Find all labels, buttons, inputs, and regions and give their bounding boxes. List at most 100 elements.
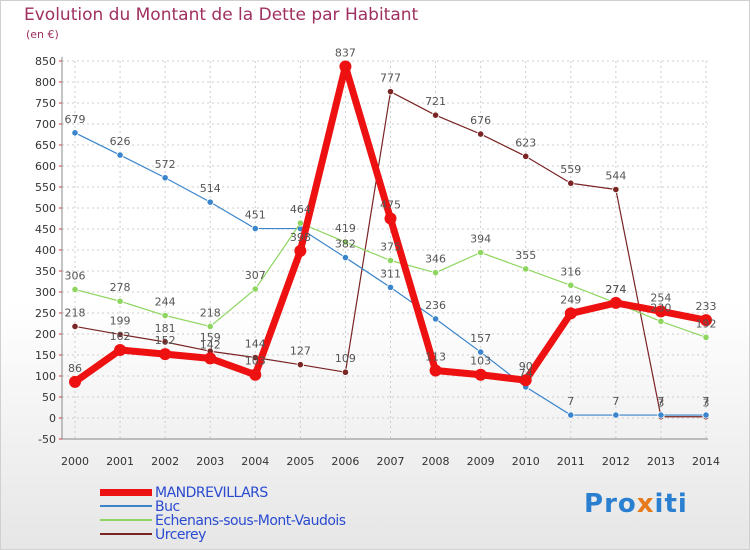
legend-label: Urcerey bbox=[155, 527, 206, 543]
data-label-urcerey: 544 bbox=[605, 170, 626, 183]
y-tick-label: 600 bbox=[35, 160, 56, 173]
x-tick-label: 2003 bbox=[196, 455, 224, 468]
data-point-buc bbox=[567, 411, 575, 419]
x-tick-label: 2010 bbox=[512, 455, 540, 468]
data-label-buc: 626 bbox=[110, 135, 131, 148]
y-tick-label: 400 bbox=[35, 244, 56, 257]
data-label-buc: 7 bbox=[703, 395, 710, 408]
data-point-echenans-sous-mont-vaudois bbox=[431, 269, 440, 277]
legend-label: Echenans-sous-Mont-Vaudois bbox=[155, 513, 346, 529]
data-point-mandrevillars bbox=[69, 375, 81, 388]
series-group bbox=[69, 60, 712, 421]
x-tick-label: 2012 bbox=[602, 455, 630, 468]
logo-letter: r bbox=[604, 489, 618, 519]
data-point-mandrevillars bbox=[339, 60, 352, 73]
data-label-urcerey: 181 bbox=[155, 322, 176, 335]
x-tick-label: 2014 bbox=[692, 455, 720, 468]
data-point-mandrevillars bbox=[564, 307, 577, 320]
legend-label: Buc bbox=[155, 499, 180, 515]
data-point-echenans-sous-mont-vaudois bbox=[522, 265, 530, 273]
data-label-echenans-sous-mont-vaudois: 464 bbox=[290, 203, 311, 216]
data-point-echenans-sous-mont-vaudois bbox=[702, 333, 710, 341]
data-label-mandrevillars: 233 bbox=[696, 300, 717, 313]
data-label-echenans-sous-mont-vaudois: 307 bbox=[245, 269, 266, 282]
data-point-urcerey bbox=[161, 338, 169, 346]
data-point-mandrevillars bbox=[609, 296, 622, 309]
proxiti-logo: Proxiti bbox=[584, 489, 688, 519]
y-tick-label: 150 bbox=[35, 349, 56, 362]
data-label-echenans-sous-mont-vaudois: 419 bbox=[335, 222, 356, 235]
data-label-echenans-sous-mont-vaudois: 278 bbox=[110, 281, 131, 294]
data-label-buc: 679 bbox=[65, 113, 86, 126]
data-label-buc: 382 bbox=[335, 238, 356, 251]
data-label-buc: 572 bbox=[155, 158, 176, 171]
y-tick-label: 50 bbox=[42, 391, 56, 404]
data-point-urcerey bbox=[116, 330, 124, 339]
data-point-urcerey bbox=[567, 179, 575, 187]
x-tick-label: 2013 bbox=[647, 455, 675, 468]
data-point-buc bbox=[161, 174, 169, 182]
logo-letter: x bbox=[636, 489, 655, 519]
data-point-mandrevillars bbox=[519, 374, 532, 387]
data-label-buc: 7 bbox=[612, 395, 619, 408]
data-label-urcerey: 676 bbox=[470, 114, 491, 127]
data-point-echenans-sous-mont-vaudois bbox=[477, 248, 485, 257]
unit-label: (en €) bbox=[26, 28, 59, 41]
x-tick-label: 2001 bbox=[106, 455, 134, 468]
data-point-buc bbox=[116, 151, 124, 159]
legend-swatch bbox=[100, 519, 152, 521]
data-point-echenans-sous-mont-vaudois bbox=[206, 322, 214, 331]
x-tick-label: 2007 bbox=[377, 455, 405, 468]
data-label-urcerey: 777 bbox=[380, 72, 401, 85]
data-point-urcerey bbox=[296, 361, 304, 369]
data-label-echenans-sous-mont-vaudois: 394 bbox=[470, 233, 491, 246]
data-point-urcerey bbox=[522, 152, 530, 160]
y-tick-label: -50 bbox=[38, 433, 56, 446]
data-point-buc bbox=[612, 411, 620, 419]
data-point-buc bbox=[71, 129, 79, 137]
y-tick-label: 0 bbox=[49, 412, 56, 425]
data-label-urcerey: 199 bbox=[110, 314, 131, 327]
data-point-echenans-sous-mont-vaudois bbox=[386, 256, 395, 265]
data-point-buc bbox=[657, 411, 665, 419]
data-point-mandrevillars bbox=[429, 364, 442, 377]
data-label-mandrevillars: 274 bbox=[605, 283, 626, 296]
data-point-mandrevillars bbox=[474, 368, 487, 381]
data-label-echenans-sous-mont-vaudois: 375 bbox=[380, 241, 401, 254]
data-label-mandrevillars: 142 bbox=[200, 338, 221, 351]
data-point-urcerey bbox=[71, 322, 79, 331]
x-tick-label: 2011 bbox=[557, 455, 585, 468]
data-label-buc: 451 bbox=[245, 209, 266, 222]
data-label-urcerey: 623 bbox=[515, 136, 536, 149]
data-label-echenans-sous-mont-vaudois: 316 bbox=[560, 265, 581, 278]
data-point-echenans-sous-mont-vaudois bbox=[296, 219, 304, 227]
legend-swatch bbox=[100, 488, 152, 496]
data-point-buc bbox=[251, 224, 259, 233]
logo-letter: P bbox=[584, 489, 605, 519]
data-label-echenans-sous-mont-vaudois: 274 bbox=[605, 283, 626, 296]
data-point-echenans-sous-mont-vaudois bbox=[71, 285, 79, 294]
data-label-urcerey: 109 bbox=[335, 352, 356, 365]
data-point-urcerey bbox=[612, 185, 620, 194]
x-tick-label: 2000 bbox=[61, 455, 89, 468]
data-label-buc: 236 bbox=[425, 299, 446, 312]
x-tick-label: 2009 bbox=[467, 455, 495, 468]
data-label-mandrevillars: 152 bbox=[155, 334, 176, 347]
data-point-buc bbox=[702, 411, 710, 419]
y-tick-label: 850 bbox=[35, 55, 56, 68]
data-point-echenans-sous-mont-vaudois bbox=[657, 317, 665, 325]
y-tick-label: 650 bbox=[35, 139, 56, 152]
data-label-mandrevillars: 162 bbox=[110, 330, 131, 343]
x-tick-label: 2004 bbox=[241, 455, 269, 468]
y-tick-label: 550 bbox=[35, 181, 56, 194]
data-point-echenans-sous-mont-vaudois bbox=[116, 297, 124, 305]
data-point-mandrevillars bbox=[700, 314, 712, 327]
data-point-buc bbox=[386, 283, 395, 291]
data-label-mandrevillars: 113 bbox=[425, 351, 446, 364]
data-point-buc bbox=[341, 253, 350, 262]
y-tick-label: 800 bbox=[35, 76, 56, 89]
logo-letter: i bbox=[654, 489, 665, 519]
data-point-mandrevillars bbox=[114, 343, 127, 356]
